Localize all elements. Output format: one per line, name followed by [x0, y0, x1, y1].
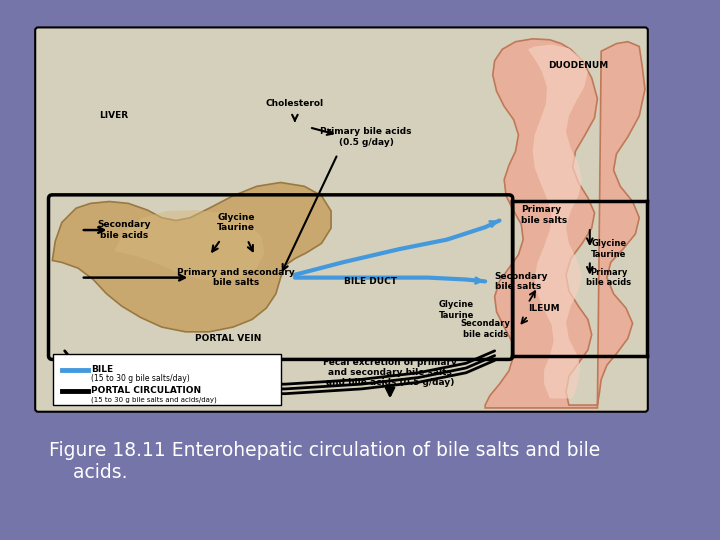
FancyBboxPatch shape [53, 354, 281, 405]
Text: Cholesterol: Cholesterol [266, 99, 324, 108]
Text: Secondary
bile acids: Secondary bile acids [460, 319, 510, 339]
FancyBboxPatch shape [35, 28, 648, 411]
Text: Secondary
bile acids: Secondary bile acids [97, 220, 150, 240]
Text: Glycine
Taurine: Glycine Taurine [217, 213, 255, 232]
Polygon shape [485, 39, 645, 408]
Text: Glycine
Taurine: Glycine Taurine [591, 239, 626, 259]
Polygon shape [528, 45, 588, 399]
Text: Secondary
bile salts: Secondary bile salts [495, 272, 548, 291]
Text: (15 to 30 g bile salts and acids/day): (15 to 30 g bile salts and acids/day) [91, 396, 217, 403]
Text: Primary
bile acids: Primary bile acids [586, 268, 631, 287]
Text: Primary bile acids
(0.5 g/day): Primary bile acids (0.5 g/day) [320, 127, 412, 146]
Text: Primary
bile salts: Primary bile salts [521, 205, 567, 225]
Text: Figure 18.11 Enterohepatic circulation of bile salts and bile
    acids.: Figure 18.11 Enterohepatic circulation o… [50, 441, 600, 482]
Text: PORTAL VEIN: PORTAL VEIN [195, 334, 261, 343]
Text: BILE DUCT: BILE DUCT [344, 277, 397, 286]
Text: (15 to 30 g bile salts/day): (15 to 30 g bile salts/day) [91, 374, 190, 383]
Text: PORTAL CIRCULATION: PORTAL CIRCULATION [91, 386, 202, 395]
Text: LIVER: LIVER [99, 111, 129, 120]
Text: Glycine
Taurine: Glycine Taurine [439, 300, 474, 320]
Polygon shape [53, 183, 331, 332]
Text: ILEUM: ILEUM [528, 303, 560, 313]
Text: DUODENUM: DUODENUM [548, 61, 608, 70]
Polygon shape [114, 210, 264, 281]
Text: Fecal excretion of primary
and secondary bile salts
and bile acids (0.5 g/day): Fecal excretion of primary and secondary… [323, 357, 457, 387]
Text: BILE: BILE [91, 366, 114, 374]
Text: Primary and secondary
bile salts: Primary and secondary bile salts [177, 268, 294, 287]
